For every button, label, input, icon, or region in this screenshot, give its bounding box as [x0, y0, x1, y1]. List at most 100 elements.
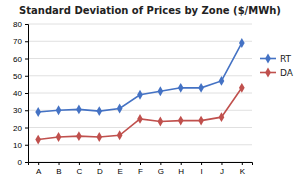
legend-label: DA — [280, 68, 294, 78]
plot: 0 10 20 30 40 50 60 70 80 A B C D E F G H I J K — [13, 20, 252, 176]
series-marker — [96, 106, 102, 116]
x-tick-label: F — [138, 167, 143, 176]
x-tick-mark — [181, 162, 182, 165]
x-tick-label: D — [97, 167, 103, 176]
x-tick-label: G — [158, 167, 164, 176]
y-tick-label: 30 — [13, 106, 22, 115]
x-tick: F — [138, 162, 143, 176]
title: Standard Deviation of Prices by Zone ($/… — [19, 5, 281, 16]
series-marker — [239, 38, 245, 48]
x-tick-label: E — [117, 167, 122, 176]
y-tick-mark — [25, 128, 28, 129]
legend-label: RT — [280, 54, 292, 64]
x-tick-label: A — [36, 167, 42, 176]
x-tick-mark — [79, 162, 80, 165]
x-tick-mark — [160, 162, 161, 165]
y-tick: 30 — [13, 106, 28, 115]
y-tick: 50 — [13, 72, 28, 81]
grid-line — [28, 75, 252, 76]
legend-item: DA — [260, 68, 294, 78]
x-tick-mark — [99, 162, 100, 165]
x-tick: C — [77, 162, 83, 176]
x-tick-label: C — [77, 167, 83, 176]
series-line — [38, 43, 242, 112]
y-tick: 40 — [13, 89, 28, 98]
x-tick-mark — [201, 162, 202, 165]
y-tick: 80 — [13, 20, 28, 29]
legend-marker — [265, 68, 271, 78]
y-tick-mark — [25, 76, 28, 77]
y-tick: 10 — [13, 141, 28, 150]
series-line — [38, 88, 242, 140]
x-tick-mark — [140, 162, 141, 165]
series-marker — [137, 90, 143, 100]
series-marker — [35, 107, 41, 117]
legend: RT DA — [260, 54, 294, 78]
x-tick: I — [200, 162, 202, 176]
x-tick: E — [117, 162, 122, 176]
y-tick-mark — [25, 110, 28, 111]
legend-item: RT — [260, 54, 292, 64]
series-marker — [158, 86, 164, 96]
series-marker — [35, 135, 41, 145]
y-tick: 20 — [13, 124, 28, 133]
x-tick: B — [56, 162, 61, 176]
y-tick: 0 — [18, 158, 28, 167]
series-marker — [137, 114, 143, 124]
x-tick: J — [220, 162, 224, 176]
y-tick-label: 70 — [13, 37, 22, 46]
x-axis: A B C D E F G H I J K — [29, 162, 253, 176]
y-axis-line — [25, 25, 29, 163]
x-tick: H — [178, 162, 184, 176]
y-tick-mark — [25, 59, 28, 60]
series-marker — [198, 83, 204, 93]
grid-line — [28, 41, 252, 42]
y-tick-mark — [25, 41, 28, 42]
grid — [28, 24, 252, 162]
grid-line — [28, 144, 252, 145]
y-tick: 60 — [13, 55, 28, 64]
y-tick-mark — [25, 24, 28, 25]
x-tick: K — [240, 162, 246, 176]
x-tick: G — [158, 162, 164, 176]
x-tick-mark — [120, 162, 121, 165]
series-marker — [219, 76, 225, 86]
series-marker — [96, 132, 102, 142]
series-marker — [198, 116, 204, 126]
series-marker — [178, 116, 184, 126]
x-tick-label: B — [56, 167, 61, 176]
series-marker — [158, 117, 164, 127]
y-tick-label: 40 — [13, 89, 22, 98]
x-tick-mark — [221, 162, 222, 165]
x-tick-label: H — [178, 167, 184, 176]
y-tick-label: 60 — [13, 55, 22, 64]
series-marker — [117, 130, 123, 140]
chart: Standard Deviation of Prices by Zone ($/… — [0, 0, 300, 180]
series-marker — [178, 83, 184, 93]
x-tick: A — [36, 162, 42, 176]
grid-line — [28, 58, 252, 59]
x-tick-mark — [59, 162, 60, 165]
y-tick-label: 0 — [18, 158, 23, 167]
grid-line — [28, 24, 252, 25]
series-marker — [239, 83, 245, 93]
series-marker — [219, 112, 225, 122]
series-marker — [117, 104, 123, 114]
x-tick-label: J — [220, 167, 224, 176]
series-marker — [56, 132, 62, 142]
y-axis: 0 10 20 30 40 50 60 70 80 — [13, 20, 28, 167]
y-tick-mark — [25, 93, 28, 94]
y-tick-mark — [25, 145, 28, 146]
x-tick-mark — [38, 162, 39, 165]
x-tick: D — [97, 162, 103, 176]
x-axis-line — [29, 163, 253, 166]
y-tick-label: 50 — [13, 72, 22, 81]
y-tick-label: 10 — [13, 141, 22, 150]
x-tick-mark — [242, 162, 243, 165]
x-tick-label: K — [240, 167, 246, 176]
y-tick-mark — [25, 162, 28, 163]
x-tick-label: I — [200, 167, 202, 176]
y-tick-label: 80 — [13, 20, 22, 29]
legend-marker — [265, 54, 271, 64]
series-marker — [56, 105, 62, 115]
